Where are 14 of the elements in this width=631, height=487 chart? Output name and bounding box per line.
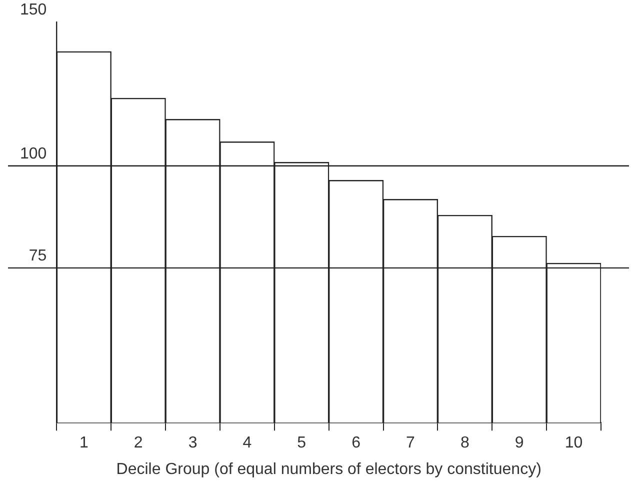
x-tick-label: 10: [564, 434, 583, 452]
x-tick-label: 9: [514, 434, 524, 452]
x-tick-label: 8: [460, 434, 470, 452]
x-tick-label: 3: [188, 434, 198, 452]
y-tick-label: 75: [28, 247, 47, 264]
y-tick-label: 100: [20, 145, 47, 162]
x-tick-label: 5: [297, 434, 306, 452]
x-tick-label: 4: [242, 434, 252, 452]
x-tick-label: 1: [79, 434, 88, 452]
x-tick-label: 2: [134, 434, 143, 452]
y-tick-label: 150: [20, 1, 47, 18]
x-tick-label: 7: [406, 434, 416, 452]
x-axis-title: Decile Group (of equal numbers of electors by constituency): [116, 460, 542, 478]
x-tick-label: 6: [352, 434, 361, 452]
